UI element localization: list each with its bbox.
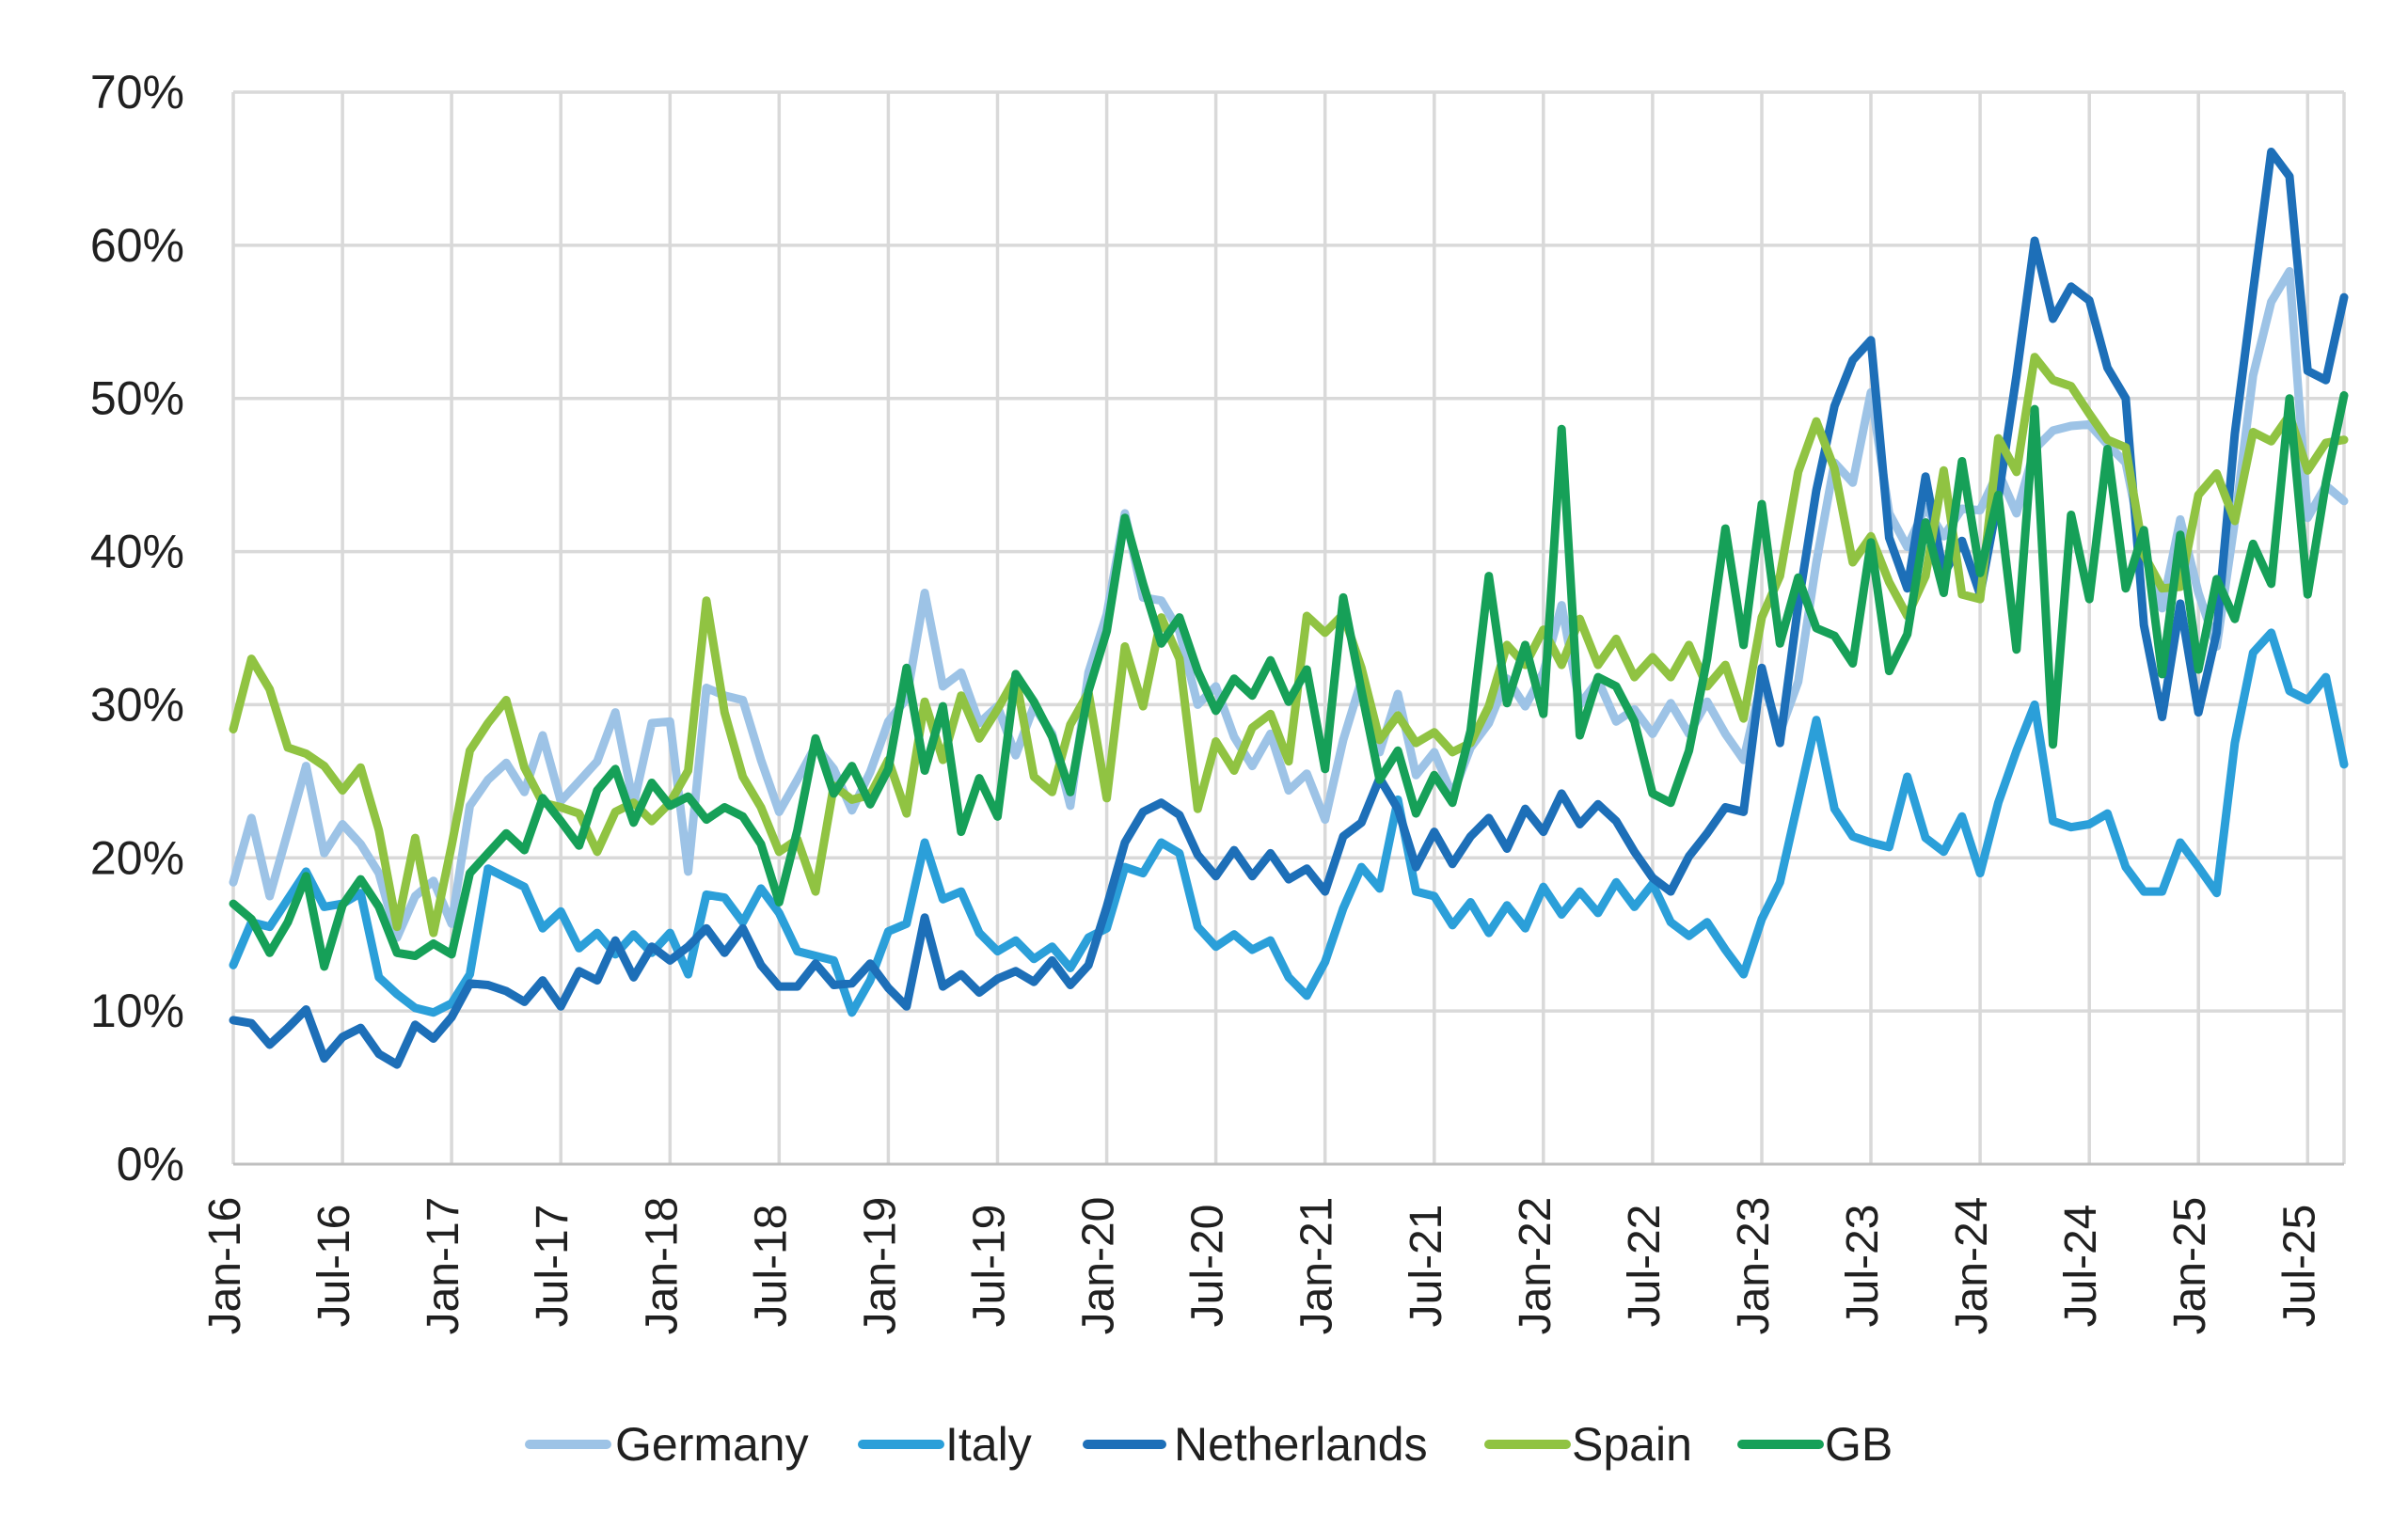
svg-text:Jan-19: Jan-19 — [855, 1197, 905, 1335]
svg-text:Jul-25: Jul-25 — [2274, 1205, 2324, 1328]
svg-text:Jul-17: Jul-17 — [528, 1205, 578, 1328]
svg-text:Jul-16: Jul-16 — [309, 1205, 359, 1328]
svg-text:Jul-24: Jul-24 — [2056, 1205, 2106, 1328]
svg-text:70%: 70% — [90, 66, 184, 118]
svg-text:Jan-22: Jan-22 — [1511, 1197, 1560, 1335]
svg-text:Jul-20: Jul-20 — [1183, 1205, 1233, 1328]
svg-text:Jul-21: Jul-21 — [1402, 1205, 1451, 1328]
svg-text:Jan-23: Jan-23 — [1729, 1197, 1779, 1335]
svg-text:Jan-25: Jan-25 — [2165, 1197, 2215, 1335]
svg-text:Germany: Germany — [615, 1418, 809, 1471]
svg-text:Jan-17: Jan-17 — [419, 1197, 468, 1335]
svg-text:Spain: Spain — [1572, 1418, 1692, 1471]
svg-text:Jan-24: Jan-24 — [1947, 1197, 1997, 1335]
svg-text:Netherlands: Netherlands — [1174, 1418, 1428, 1471]
svg-text:Jul-18: Jul-18 — [746, 1205, 796, 1328]
svg-text:Jan-18: Jan-18 — [637, 1197, 687, 1335]
svg-text:30%: 30% — [90, 678, 184, 731]
svg-text:Jan-21: Jan-21 — [1292, 1197, 1342, 1335]
svg-text:20%: 20% — [90, 831, 184, 884]
svg-text:GB: GB — [1825, 1418, 1893, 1471]
svg-text:50%: 50% — [90, 372, 184, 425]
svg-text:60%: 60% — [90, 219, 184, 272]
svg-text:40%: 40% — [90, 526, 184, 578]
svg-text:0%: 0% — [117, 1138, 184, 1190]
svg-text:10%: 10% — [90, 985, 184, 1037]
svg-text:Jan-16: Jan-16 — [200, 1197, 250, 1335]
svg-text:Italy: Italy — [945, 1418, 1032, 1471]
svg-text:Jul-23: Jul-23 — [1838, 1205, 1888, 1328]
svg-text:Jul-22: Jul-22 — [1620, 1205, 1670, 1328]
svg-text:Jan-20: Jan-20 — [1074, 1197, 1124, 1335]
svg-text:Jul-19: Jul-19 — [965, 1205, 1015, 1328]
